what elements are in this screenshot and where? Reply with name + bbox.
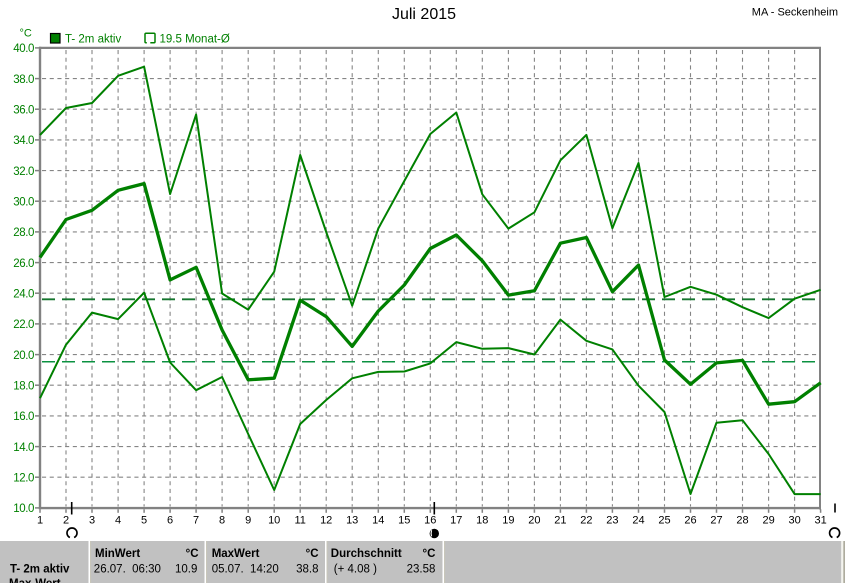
svg-text:Juli 2015: Juli 2015 bbox=[392, 6, 456, 23]
svg-text:36.0: 36.0 bbox=[13, 105, 34, 117]
svg-text:°C: °C bbox=[186, 548, 199, 560]
svg-text:1: 1 bbox=[37, 515, 43, 527]
svg-text:6: 6 bbox=[167, 515, 173, 527]
svg-text:3: 3 bbox=[89, 515, 95, 527]
svg-text:29: 29 bbox=[762, 515, 774, 527]
svg-text:Max-Wert: Max-Wert bbox=[9, 578, 61, 583]
svg-text:19.5 Monat-Ø: 19.5 Monat-Ø bbox=[160, 34, 230, 46]
svg-text:Durchschnitt: Durchschnitt bbox=[331, 548, 402, 560]
svg-text:32.0: 32.0 bbox=[13, 166, 34, 178]
svg-text:10.0: 10.0 bbox=[13, 503, 34, 515]
svg-text:26: 26 bbox=[684, 515, 696, 527]
svg-text:T- 2m aktiv: T- 2m aktiv bbox=[10, 564, 70, 576]
svg-text:(+ 4.08 ): (+ 4.08 ) bbox=[334, 564, 377, 576]
svg-text:23.58: 23.58 bbox=[407, 564, 436, 576]
svg-text:34.0: 34.0 bbox=[13, 135, 34, 147]
svg-text:7: 7 bbox=[193, 515, 199, 527]
svg-text:38.0: 38.0 bbox=[13, 74, 34, 86]
svg-text:20.0: 20.0 bbox=[13, 350, 34, 362]
svg-text:30: 30 bbox=[788, 515, 800, 527]
svg-text:5: 5 bbox=[141, 515, 147, 527]
svg-text:MinWert: MinWert bbox=[95, 548, 140, 560]
svg-text:25: 25 bbox=[658, 515, 670, 527]
svg-text:26.07. 06:30: 26.07. 06:30 bbox=[94, 564, 161, 576]
svg-text:MA - Seckenheim: MA - Seckenheim bbox=[752, 7, 838, 19]
svg-text:14: 14 bbox=[372, 515, 384, 527]
svg-text:05.07. 14:20: 05.07. 14:20 bbox=[212, 564, 279, 576]
svg-text:30.0: 30.0 bbox=[13, 197, 34, 209]
svg-text:26.0: 26.0 bbox=[13, 258, 34, 270]
svg-text:15: 15 bbox=[398, 515, 410, 527]
svg-text:10: 10 bbox=[268, 515, 280, 527]
svg-text:14.0: 14.0 bbox=[13, 442, 34, 454]
svg-text:10.9: 10.9 bbox=[175, 564, 197, 576]
svg-text:12.0: 12.0 bbox=[13, 473, 34, 485]
svg-text:17: 17 bbox=[450, 515, 462, 527]
svg-text:19: 19 bbox=[502, 515, 514, 527]
svg-text:16: 16 bbox=[424, 515, 436, 527]
svg-text:2: 2 bbox=[63, 515, 69, 527]
svg-text:21: 21 bbox=[554, 515, 566, 527]
svg-text:13: 13 bbox=[346, 515, 358, 527]
svg-text:9: 9 bbox=[245, 515, 251, 527]
svg-text:°C: °C bbox=[306, 548, 319, 560]
svg-text:16.0: 16.0 bbox=[13, 411, 34, 423]
svg-text:8: 8 bbox=[219, 515, 225, 527]
svg-text:24: 24 bbox=[632, 515, 644, 527]
svg-text:38.8: 38.8 bbox=[296, 564, 318, 576]
svg-text:18: 18 bbox=[476, 515, 488, 527]
svg-text:40.0: 40.0 bbox=[13, 43, 34, 55]
svg-text:MaxWert: MaxWert bbox=[212, 548, 260, 560]
svg-text:22.0: 22.0 bbox=[13, 319, 34, 331]
svg-text:22: 22 bbox=[580, 515, 592, 527]
svg-text:11: 11 bbox=[294, 515, 305, 527]
svg-text:28: 28 bbox=[736, 515, 748, 527]
svg-text:4: 4 bbox=[115, 515, 121, 527]
svg-text:12: 12 bbox=[320, 515, 332, 527]
svg-text:31: 31 bbox=[814, 515, 826, 527]
svg-text:°C: °C bbox=[422, 548, 435, 560]
svg-text:T- 2m aktiv: T- 2m aktiv bbox=[65, 34, 121, 46]
svg-text:28.0: 28.0 bbox=[13, 227, 34, 239]
svg-text:27: 27 bbox=[710, 515, 722, 527]
svg-text:°C: °C bbox=[20, 28, 32, 40]
svg-text:23: 23 bbox=[606, 515, 618, 527]
svg-text:24.0: 24.0 bbox=[13, 289, 34, 301]
svg-text:18.0: 18.0 bbox=[13, 381, 34, 393]
svg-text:20: 20 bbox=[528, 515, 540, 527]
